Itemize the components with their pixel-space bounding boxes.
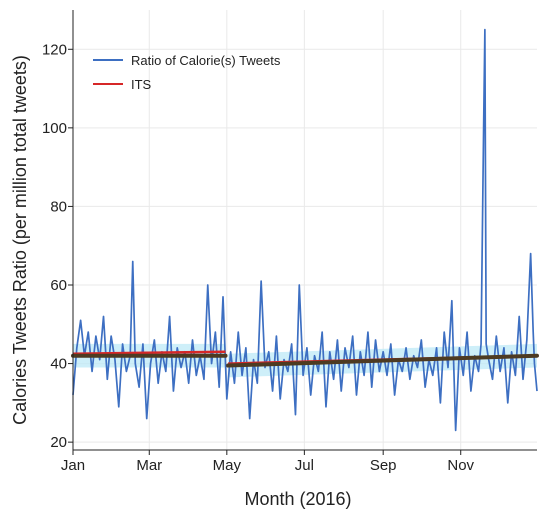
- x-tick-label: Jan: [61, 457, 85, 474]
- y-tick-label: 80: [50, 198, 67, 215]
- x-axis-title: Month (2016): [244, 489, 351, 509]
- y-tick-label: 40: [50, 356, 67, 373]
- trend-segment: [226, 353, 539, 368]
- trend-layer: [71, 350, 539, 368]
- series-layer: [72, 28, 538, 432]
- y-tick-label: 120: [42, 41, 67, 58]
- x-tick-label: Mar: [136, 457, 162, 474]
- x-tick-label: Sep: [370, 457, 397, 474]
- grid: [72, 10, 537, 450]
- x-tick-label: Jul: [295, 457, 314, 474]
- y-tick-label: 60: [50, 277, 67, 294]
- legend-its-label: ITS: [131, 77, 152, 92]
- legend: Ratio of Calorie(s) Tweets ITS: [93, 53, 281, 92]
- legend-ratio-label: Ratio of Calorie(s) Tweets: [131, 53, 281, 68]
- y-tick-label: 100: [42, 120, 67, 137]
- y-axis-title: Calories Tweets Ratio (per million total…: [10, 55, 30, 425]
- y-tick-label: 20: [50, 434, 67, 451]
- ratio-series-line: [72, 28, 538, 432]
- its-segment: [72, 350, 226, 355]
- ticks: 20 40 60 80 100 120 Jan Mar May Jul Sep Nov: [42, 41, 475, 474]
- axes: [72, 10, 537, 451]
- x-tick-label: Nov: [447, 457, 474, 474]
- x-tick-label: May: [213, 457, 242, 474]
